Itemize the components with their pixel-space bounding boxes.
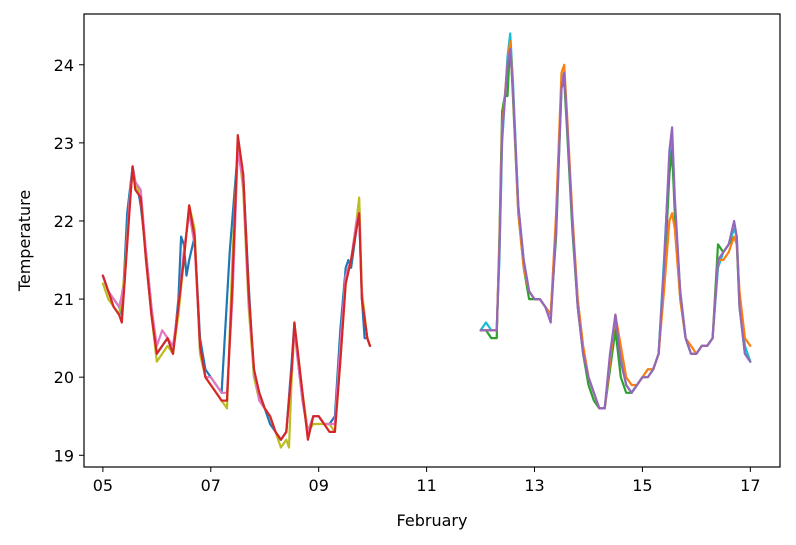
y-tick-label: 23 — [54, 134, 74, 153]
x-axis-title: February — [397, 511, 468, 530]
x-axis: 05 07 09 11 13 15 17 — [93, 467, 761, 495]
y-axis-title: Temperature — [15, 190, 34, 292]
y-tick-label: 21 — [54, 290, 74, 309]
x-tick-label: 15 — [632, 476, 652, 495]
y-tick-label: 20 — [54, 368, 74, 387]
x-tick-label: 09 — [309, 476, 329, 495]
series-line-8 — [479, 48, 752, 410]
y-tick-label: 19 — [54, 446, 74, 465]
plot-frame — [83, 13, 781, 468]
x-tick-label: 05 — [93, 476, 113, 495]
x-tick-label: 11 — [416, 476, 436, 495]
x-tick-label: 17 — [740, 476, 760, 495]
x-tick-label: 13 — [524, 476, 544, 495]
y-tick-label: 24 — [54, 56, 74, 75]
series-line-4 — [101, 134, 372, 441]
series-layer — [101, 32, 752, 449]
x-tick-label: 07 — [201, 476, 221, 495]
y-axis: 19 20 21 22 23 24 — [54, 56, 84, 465]
plot-area — [83, 13, 781, 468]
y-tick-label: 22 — [54, 212, 74, 231]
